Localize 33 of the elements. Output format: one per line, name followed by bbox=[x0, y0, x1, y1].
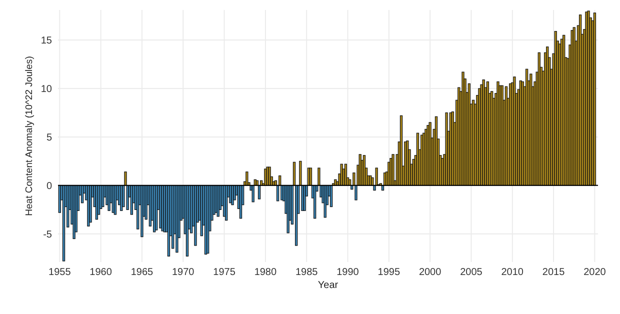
y-tick-label: 5 bbox=[46, 132, 52, 144]
y-tick-label: -5 bbox=[43, 229, 52, 240]
bar bbox=[286, 185, 290, 234]
y-tick-label: 0 bbox=[46, 180, 52, 192]
x-tick-label: 2010 bbox=[501, 267, 524, 278]
x-tick-label: 2000 bbox=[418, 267, 442, 278]
y-tick-label: 10 bbox=[40, 84, 52, 96]
x-axis-title: Year bbox=[318, 280, 339, 291]
x-tick-label: 1955 bbox=[48, 267, 72, 278]
x-tick-label: 1980 bbox=[254, 267, 277, 278]
y-axis-title: Heat Content Anomaly (10^22 Joules) bbox=[24, 56, 35, 216]
bar bbox=[570, 30, 574, 186]
bar bbox=[482, 79, 485, 186]
bar bbox=[428, 122, 432, 186]
x-tick-label: 1965 bbox=[130, 267, 154, 278]
x-tick-label: 1970 bbox=[172, 267, 195, 278]
bar bbox=[89, 185, 92, 223]
x-tick-label: 2005 bbox=[460, 267, 483, 278]
x-tick-label: 2015 bbox=[542, 267, 566, 278]
bar bbox=[330, 185, 333, 208]
x-tick-label: 1995 bbox=[378, 267, 400, 278]
bar bbox=[72, 185, 76, 240]
x-tick-label: 1990 bbox=[336, 267, 360, 278]
bar bbox=[358, 154, 362, 186]
x-tick-label: 1975 bbox=[213, 267, 236, 278]
bar bbox=[246, 172, 248, 186]
bar bbox=[593, 12, 596, 186]
x-tick-label: 2020 bbox=[584, 267, 606, 278]
y-tick-label: 15 bbox=[40, 36, 52, 47]
x-tick-label: 1960 bbox=[90, 267, 112, 278]
x-tick-label: 1985 bbox=[295, 267, 318, 278]
bar bbox=[392, 154, 394, 186]
bar bbox=[340, 164, 343, 186]
